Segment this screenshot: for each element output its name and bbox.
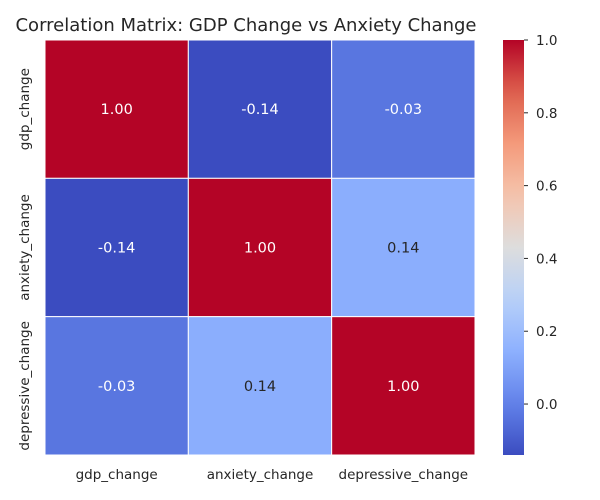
heatmap-cell-depressive_change-depressive_change [331,316,476,456]
chart-title: Correlation Matrix: GDP Change vs Anxiet… [15,15,476,36]
colorbar-tick-label: 0.6 [536,179,557,195]
cell-label-gdp_change-depressive_change: -0.03 [385,102,423,118]
heatmap-cell-anxiety_change-gdp_change [44,177,189,318]
colorbar-tick-label: 0.0 [536,397,557,413]
colorbar-tick-label: 0.8 [536,106,557,122]
cell-label-anxiety_change-gdp_change: -0.14 [98,241,136,257]
heatmap-cell-gdp_change-anxiety_change [187,39,333,179]
heatmap-cell-depressive_change-gdp_change [44,316,189,456]
cell-label-gdp_change-anxiety_change: -0.14 [241,102,279,118]
heatmap-cell-depressive_change-anxiety_change [187,316,333,456]
heatmap-cell-anxiety_change-depressive_change [331,177,476,318]
colorbar-tick-label: 1.0 [536,33,557,49]
y-tick-label-gdp_change: gdp_change [17,68,33,150]
colorbar [503,40,524,455]
y-tick-label-depressive_change: depressive_change [17,321,33,451]
cell-label-gdp_change-gdp_change: 1.00 [101,102,133,118]
x-axis-tick-labels: gdp_change anxiety_change depressive_chang… [76,467,469,483]
heatmap-cell-labels: 1.00 -0.14 -0.03 -0.14 1.00 0.14 -0.03 0.14 1.00 [98,102,422,395]
x-tick-label-depressive_change: depressive_change [339,467,469,483]
heatmap-cell-gdp_change-depressive_change [331,39,476,179]
heatmap-cell-gdp_change-gdp_change [44,39,189,179]
y-tick-label-anxiety_change: anxiety_change [17,194,33,301]
colorbar-tick-label: 0.2 [536,324,557,340]
colorbar-ticks: 0.0 0.2 0.4 0.6 0.8 1.0 [524,33,557,413]
cell-label-depressive_change-anxiety_change: 0.14 [244,379,276,395]
heatmap-cell-anxiety_change-anxiety_change [187,177,333,318]
colorbar-tick-label: 0.4 [536,251,557,267]
cell-label-anxiety_change-depressive_change: 0.14 [387,241,419,257]
x-tick-label-gdp_change: gdp_change [76,467,158,483]
cell-label-anxiety_change-anxiety_change: 1.00 [244,241,276,257]
x-tick-label-anxiety_change: anxiety_change [207,467,314,483]
y-axis-tick-labels: gdp_change anxiety_change depressive_chang… [17,68,33,451]
heatmap-cells [44,39,476,456]
cell-label-depressive_change-gdp_change: -0.03 [98,379,136,395]
cell-label-depressive_change-depressive_change: 1.00 [387,379,419,395]
